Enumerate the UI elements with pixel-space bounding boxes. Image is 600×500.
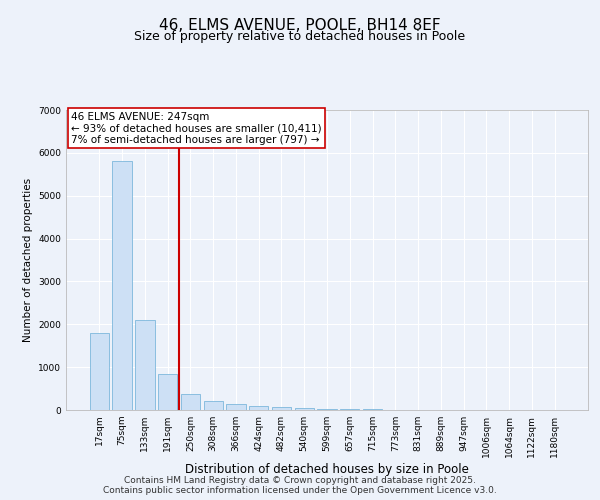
Bar: [112, 162, 132, 410]
Bar: [203, 400, 223, 410]
X-axis label: Distribution of detached houses by size in Poole: Distribution of detached houses by size …: [185, 462, 469, 475]
Bar: [226, 404, 245, 410]
Bar: [158, 374, 178, 410]
Y-axis label: Number of detached properties: Number of detached properties: [23, 178, 32, 342]
Text: 46, ELMS AVENUE, POOLE, BH14 8EF: 46, ELMS AVENUE, POOLE, BH14 8EF: [159, 18, 441, 32]
Text: Contains HM Land Registry data © Crown copyright and database right 2025.
Contai: Contains HM Land Registry data © Crown c…: [103, 476, 497, 495]
Bar: [90, 333, 109, 410]
Bar: [317, 408, 337, 410]
Text: Size of property relative to detached houses in Poole: Size of property relative to detached ho…: [134, 30, 466, 43]
Bar: [249, 406, 268, 410]
Bar: [135, 320, 155, 410]
Bar: [295, 408, 314, 410]
Bar: [181, 394, 200, 410]
Bar: [340, 409, 359, 410]
Bar: [272, 407, 291, 410]
Text: 46 ELMS AVENUE: 247sqm
← 93% of detached houses are smaller (10,411)
7% of semi-: 46 ELMS AVENUE: 247sqm ← 93% of detached…: [71, 112, 322, 144]
